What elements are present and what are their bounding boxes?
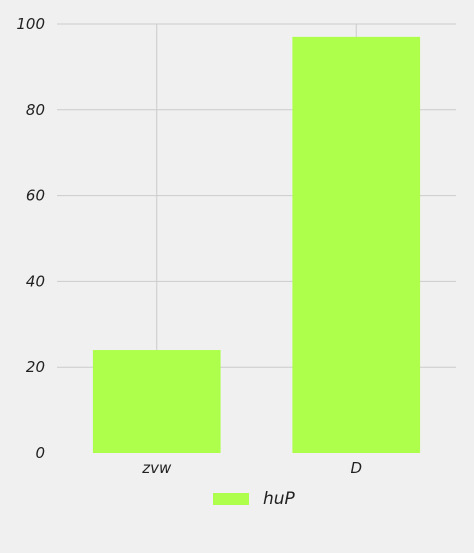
- bar-series: [92, 36, 421, 454]
- x-tick-label: zvw: [141, 459, 172, 477]
- y-tick-label: 40: [26, 272, 45, 290]
- x-tick-label: D: [350, 459, 362, 477]
- y-axis-ticks: 0 20 40 60 80 100: [16, 15, 45, 462]
- legend: huP: [213, 489, 296, 509]
- y-tick-label: 60: [26, 187, 45, 205]
- legend-label: huP: [263, 489, 296, 509]
- legend-swatch: [213, 493, 249, 505]
- x-axis-ticks: zvw D: [141, 459, 362, 477]
- bar-zvw: [92, 350, 221, 453]
- y-tick-label: 20: [26, 358, 45, 376]
- y-tick-label: 80: [26, 101, 45, 119]
- bar-D: [292, 36, 421, 454]
- y-tick-label: 0: [35, 444, 45, 462]
- y-tick-label: 100: [16, 15, 45, 33]
